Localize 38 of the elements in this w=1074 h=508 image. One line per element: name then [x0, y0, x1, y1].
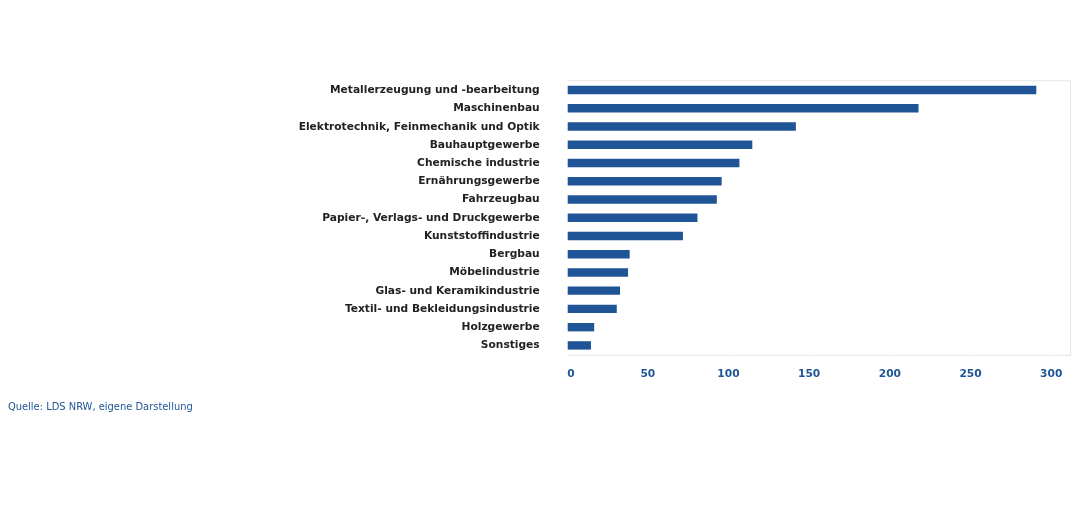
bar [566, 249, 630, 259]
bar [566, 231, 683, 241]
bar [566, 341, 591, 350]
y-tick-label: Fahrzeugbau [461, 192, 540, 206]
bar [566, 322, 595, 332]
source-note: Quelle: LDS NRW, eigene Darstellung [7, 400, 193, 412]
y-tick-label: Elektrotechnik, Feinmechanik und Optik [298, 119, 541, 133]
y-tick-label: Glas- und Keramikindustrie [375, 283, 540, 297]
y-tick-label: Bauhauptgewerbe [429, 137, 540, 151]
y-tick-label: Kunststoffindustrie [423, 228, 540, 242]
y-tick-label: Möbelindustrie [449, 265, 540, 279]
bar [566, 177, 722, 186]
bar [566, 304, 617, 314]
bar [566, 268, 629, 277]
x-tick-label: 0 [567, 367, 575, 381]
x-tick-label: 300 [1040, 367, 1063, 381]
y-tick-label: Maschinenbau [453, 101, 540, 115]
bar [566, 158, 740, 168]
bar [566, 140, 753, 149]
y-tick-label: Holzgewerbe [461, 320, 540, 334]
bar [566, 195, 717, 204]
x-tick-label: 200 [878, 367, 901, 381]
bar [566, 85, 1037, 95]
y-tick-label: Sonstiges [480, 338, 540, 352]
bar [566, 286, 620, 295]
y-tick-label: Metallerzeugung und -bearbeitung [329, 83, 540, 97]
x-tick-label: 100 [717, 367, 740, 381]
bar [566, 104, 919, 113]
y-tick-label: Textil- und Bekleidungsindustrie [344, 301, 540, 315]
x-tick-label: 250 [959, 367, 982, 381]
y-tick-label: Chemische industrie [417, 156, 540, 170]
bar [566, 122, 796, 131]
y-tick-label: Bergbau [489, 247, 540, 261]
y-tick-label: Ernährungsgewerbe [418, 174, 540, 188]
bar [566, 213, 698, 222]
x-tick-label: 50 [640, 367, 656, 381]
y-tick-label: Papier-, Verlags- und Druckgewerbe [322, 210, 540, 224]
x-tick-label: 150 [798, 367, 821, 381]
